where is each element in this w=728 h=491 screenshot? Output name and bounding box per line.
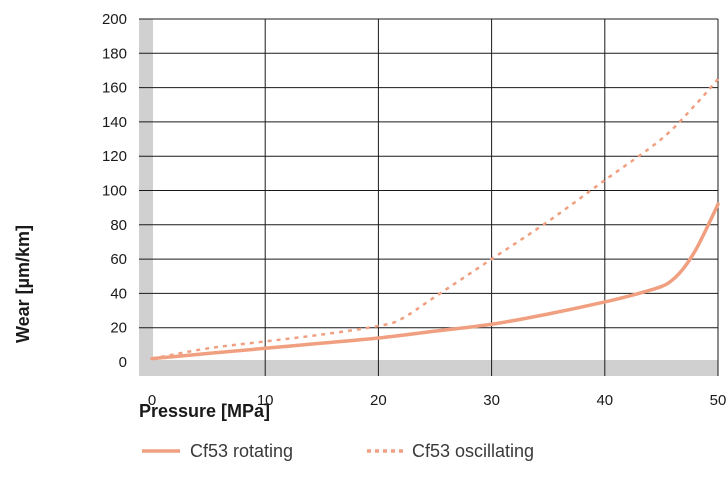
x-tick-label: 40 bbox=[596, 392, 613, 409]
x-axis-title: Pressure [MPa] bbox=[139, 401, 270, 421]
y-tick-label: 0 bbox=[119, 354, 127, 371]
y-axis-title: Wear [µm/km] bbox=[13, 225, 33, 343]
x-tick-label: 20 bbox=[370, 392, 387, 409]
x-axis-band bbox=[139, 360, 718, 376]
series-lines bbox=[150, 78, 720, 361]
x-tick-label: 30 bbox=[483, 392, 500, 409]
y-tick-label: 60 bbox=[110, 251, 127, 268]
y-axis-band bbox=[139, 19, 153, 370]
x-tick-label: 10 bbox=[257, 392, 274, 409]
x-tick-label: 0 bbox=[148, 392, 156, 409]
grid-lines bbox=[139, 18, 719, 376]
legend: Cf53 rotating Cf53 oscillating bbox=[142, 441, 534, 461]
y-tick-label: 80 bbox=[110, 217, 127, 234]
y-tick-label: 20 bbox=[110, 320, 127, 337]
y-tick-label: 200 bbox=[102, 11, 127, 28]
y-tick-labels: 0 20 40 60 80 100 120 140 160 180 200 bbox=[102, 11, 127, 371]
x-tick-label: 50 bbox=[710, 392, 727, 409]
series-line-oscillating bbox=[151, 78, 719, 360]
y-tick-label: 160 bbox=[102, 80, 127, 97]
y-tick-label: 180 bbox=[102, 45, 127, 62]
y-tick-label: 100 bbox=[102, 183, 127, 200]
x-tick-labels: 0 10 20 30 40 50 bbox=[148, 392, 727, 409]
y-tick-label: 120 bbox=[102, 148, 127, 165]
y-tick-label: 40 bbox=[110, 285, 127, 302]
legend-label-rotating: Cf53 rotating bbox=[190, 441, 293, 461]
legend-label-oscillating: Cf53 oscillating bbox=[412, 441, 534, 461]
series-line-rotating bbox=[150, 202, 720, 361]
y-tick-label: 140 bbox=[102, 114, 127, 131]
